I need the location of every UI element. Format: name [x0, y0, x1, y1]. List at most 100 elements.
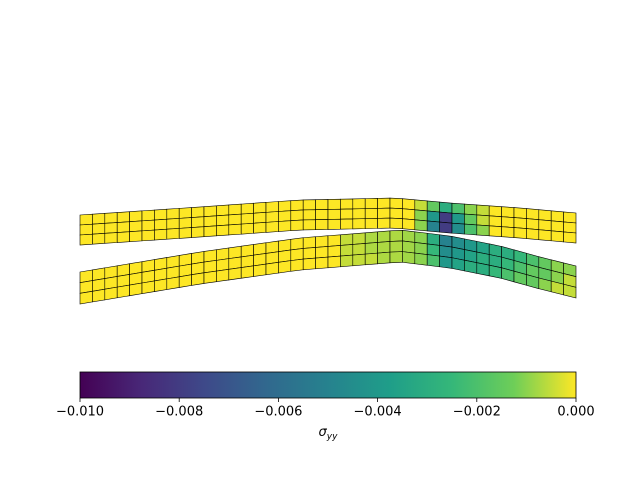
mesh-cell: [426, 254, 440, 268]
mesh-cell: [476, 262, 490, 277]
mesh-cell: [166, 228, 180, 240]
mesh-cell: [253, 212, 267, 224]
mesh-cell: [154, 278, 168, 292]
mesh-cell: [340, 198, 354, 210]
mesh-cell: [228, 203, 242, 216]
mesh-cell: [79, 290, 93, 305]
mesh-cell: [141, 209, 155, 222]
tick-label: −0.010: [56, 405, 104, 420]
mesh-cell: [402, 198, 416, 211]
mesh-cell: [228, 213, 242, 226]
mesh-cell: [352, 218, 366, 230]
mesh-cell: [302, 236, 316, 249]
mesh-cell: [216, 214, 230, 227]
mesh-cell: [389, 217, 403, 229]
mesh-cell: [488, 264, 502, 279]
mesh-cell: [302, 257, 316, 271]
mesh-cell: [389, 240, 403, 253]
mesh-cell: [538, 219, 552, 232]
mesh-cell: [352, 198, 366, 210]
mesh-cell: [426, 220, 440, 233]
mesh-cell: [426, 200, 440, 213]
mesh-cell: [464, 223, 478, 236]
mesh-cell: [116, 284, 130, 299]
colorbar-label: σyy: [319, 425, 339, 442]
mesh-cell: [240, 265, 254, 279]
mesh-cell: [414, 199, 428, 212]
mesh-cell: [426, 210, 440, 223]
mesh-cell: [240, 212, 254, 225]
mesh-cell: [203, 225, 217, 238]
mesh-cell: [240, 254, 254, 268]
mesh-cell: [550, 210, 564, 223]
mesh-cell: [104, 232, 118, 244]
mesh-cell: [129, 210, 143, 223]
mesh-cell: [228, 256, 242, 270]
mesh-cell: [265, 221, 279, 233]
mesh-cell: [550, 220, 564, 233]
mesh-cell: [315, 199, 329, 210]
mesh-cell: [290, 258, 304, 272]
mesh-cell: [340, 218, 354, 230]
mesh-cell: [513, 227, 527, 239]
mesh-cell: [389, 197, 403, 209]
mesh-cell: [464, 203, 478, 216]
mesh-cell: [340, 208, 354, 220]
mesh-cell: [265, 201, 279, 213]
mesh-cell: [104, 212, 118, 224]
mesh-cell: [79, 233, 93, 246]
mesh-cell: [129, 230, 143, 243]
mesh-cell: [414, 252, 428, 266]
tick-label: 0.000: [557, 405, 594, 420]
mesh-cell: [501, 226, 515, 238]
mesh-cell: [439, 255, 453, 269]
mesh-cell: [315, 235, 329, 248]
mesh-cell: [253, 263, 267, 277]
mesh-cell: [563, 231, 577, 244]
mesh-cell: [501, 206, 515, 218]
mesh-cell: [203, 205, 217, 218]
mesh-cell: [290, 199, 304, 211]
tick-label: −0.004: [354, 405, 402, 420]
mesh-cell: [476, 214, 490, 227]
mesh-cell: [526, 208, 540, 221]
mesh-cell: [92, 288, 106, 303]
mesh-cell: [364, 242, 378, 255]
mesh-cell: [265, 211, 279, 223]
mesh-cell: [402, 229, 416, 243]
tick-label: −0.008: [155, 405, 203, 420]
mesh-cell: [315, 209, 329, 220]
mesh-cell: [290, 219, 304, 231]
mesh-cell: [488, 205, 502, 218]
mesh-cell: [79, 223, 93, 236]
mesh-cell: [426, 232, 440, 246]
mesh-cell: [178, 274, 192, 288]
mesh-cell: [116, 231, 130, 243]
mesh-cell: [563, 211, 577, 224]
mesh-cell: [414, 209, 428, 222]
mesh-cell: [513, 217, 527, 229]
mesh-cell: [92, 223, 106, 235]
mesh-cell: [278, 200, 292, 212]
mesh-cell: [377, 197, 391, 209]
colorbar: [79, 371, 577, 399]
mesh-cell: [327, 245, 341, 258]
mesh-cell: [191, 272, 205, 286]
mesh-cell: [191, 226, 205, 238]
mesh-cell: [191, 206, 205, 218]
mesh-cell: [364, 231, 378, 244]
mesh-cell: [203, 215, 217, 228]
mesh-cell: [154, 218, 168, 231]
mesh-cell: [253, 202, 267, 214]
mesh-cell: [327, 198, 341, 210]
mesh-cell: [451, 212, 465, 225]
mesh-cell: [302, 219, 316, 231]
mesh-cell: [439, 234, 453, 248]
mesh-cell: [464, 259, 478, 274]
mesh-cell: [191, 216, 205, 228]
mesh-cell: [141, 219, 155, 232]
mesh-cell: [203, 260, 217, 274]
mesh-cell: [439, 201, 453, 214]
mesh-cell: [340, 244, 354, 257]
mesh-cell: [476, 224, 490, 237]
